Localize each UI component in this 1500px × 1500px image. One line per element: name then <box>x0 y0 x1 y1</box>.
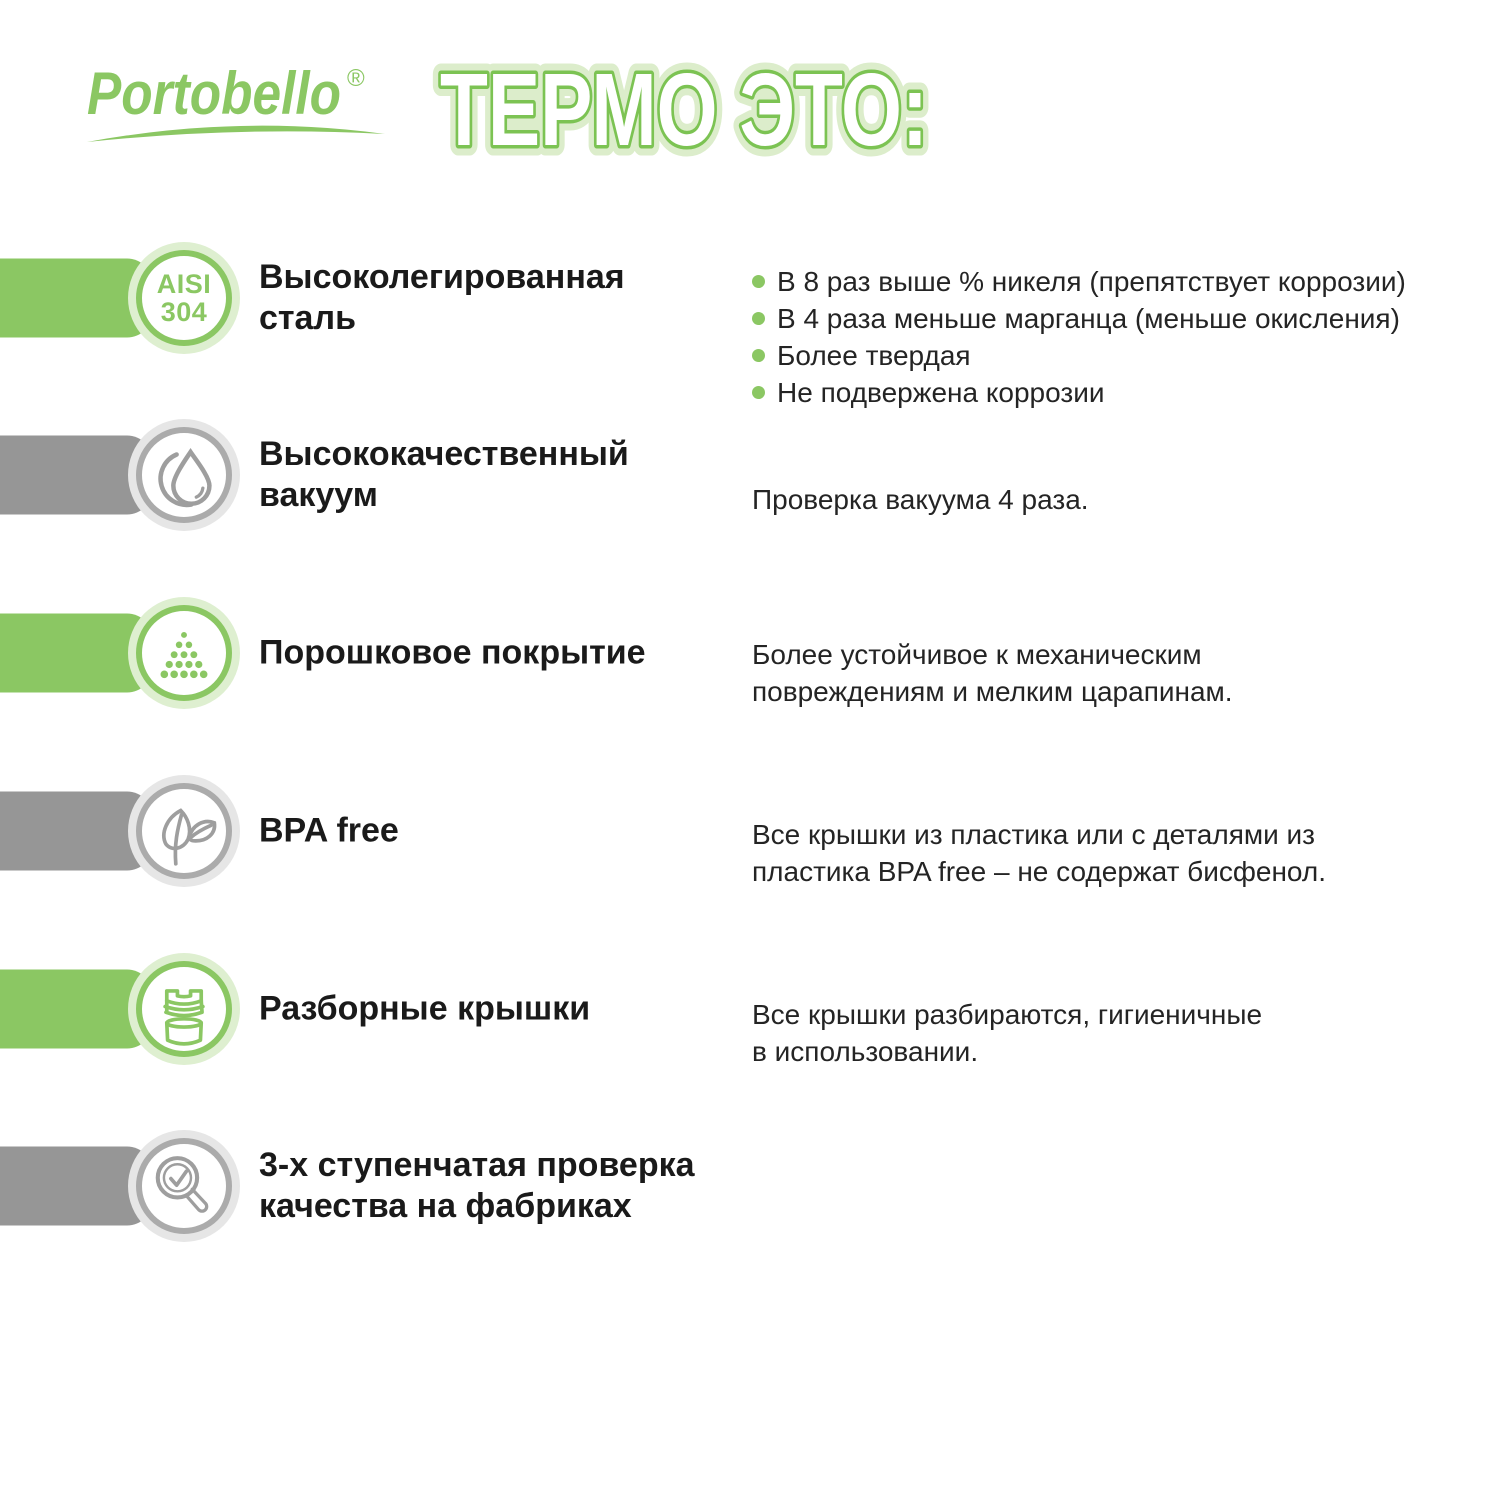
icon-badge <box>128 419 240 531</box>
lid-parts-icon <box>163 989 205 1046</box>
feature-heading: 3-х ступенчатая проверка качества на фаб… <box>259 1146 695 1225</box>
feature-heading: Высоколегированная сталь <box>259 258 625 337</box>
steel-bullet-list: В 8 раз выше % никеля (препятствует корр… <box>752 263 1492 411</box>
accent-bar <box>0 969 153 1049</box>
portobello-logo: Portobello ® <box>87 60 385 142</box>
icon-badge <box>128 597 240 709</box>
feature-row-vacuum: Высококачественный вакуум <box>0 386 1500 564</box>
feature-row-quality: 3-х ступенчатая проверка качества на фаб… <box>0 1097 1500 1275</box>
accent-bar <box>0 1146 153 1226</box>
page-title-halo: ТЕРМО ЭТО: <box>440 52 928 167</box>
feature-heading: Порошковое покрытие <box>259 633 646 672</box>
vacuum-note: Проверка вакуума 4 раза. <box>752 484 1089 515</box>
icon-badge: AISI 304 <box>128 242 240 354</box>
powder-note: Более устойчивое к механическим поврежде… <box>752 639 1233 707</box>
bpa-note: Все крышки из пластика или с деталями из… <box>752 819 1326 887</box>
logo-swoosh <box>87 125 385 142</box>
icon-badge <box>128 1130 240 1242</box>
icon-badge <box>128 953 240 1065</box>
powder-coating-dots-icon <box>160 632 208 679</box>
feature-row-lids: Разборные крышки <box>0 920 1500 1098</box>
bullet-item: Более твердая <box>752 337 1492 374</box>
feature-heading: BPA free <box>259 811 399 850</box>
aisi-304-badge: AISI 304 <box>156 269 212 327</box>
feature-row-steel: AISI 304 Высоколегированная сталь <box>0 209 1500 387</box>
bullet-dot-icon <box>752 386 765 399</box>
feature-row-bpa: BPA free <box>0 742 1500 920</box>
bullet-dot-icon <box>752 349 765 362</box>
feature-heading: Разборные крышки <box>259 989 591 1028</box>
bullet-dot-icon <box>752 312 765 325</box>
bullet-item: В 8 раз выше % никеля (препятствует корр… <box>752 263 1492 300</box>
page-title-text: ТЕРМО ЭТО: <box>440 52 928 167</box>
feature-heading: Высококачественный вакуум <box>259 435 629 514</box>
icon-badge <box>128 775 240 887</box>
accent-bar <box>0 258 153 338</box>
bullet-item: В 4 раза меньше марганца (меньше окислен… <box>752 300 1492 337</box>
lids-note: Все крышки разбираются, гигиеничные в ис… <box>752 999 1263 1067</box>
logo-text: Portobello <box>87 60 341 127</box>
registered-mark: ® <box>347 65 365 92</box>
bullet-item: Не подвержена коррозии <box>752 374 1492 411</box>
quality-magnifier-check-icon <box>155 1156 209 1213</box>
water-drop-icon <box>158 447 212 508</box>
accent-bar <box>0 791 153 871</box>
accent-bar <box>0 435 153 515</box>
accent-bar <box>0 613 153 693</box>
bpa-leaves-icon <box>162 808 217 866</box>
bullet-dot-icon <box>752 275 765 288</box>
page-title: ТЕРМО ЭТО: ТЕРМО ЭТО: <box>430 42 939 178</box>
feature-row-powder: Порошковое покрытие <box>0 564 1500 742</box>
